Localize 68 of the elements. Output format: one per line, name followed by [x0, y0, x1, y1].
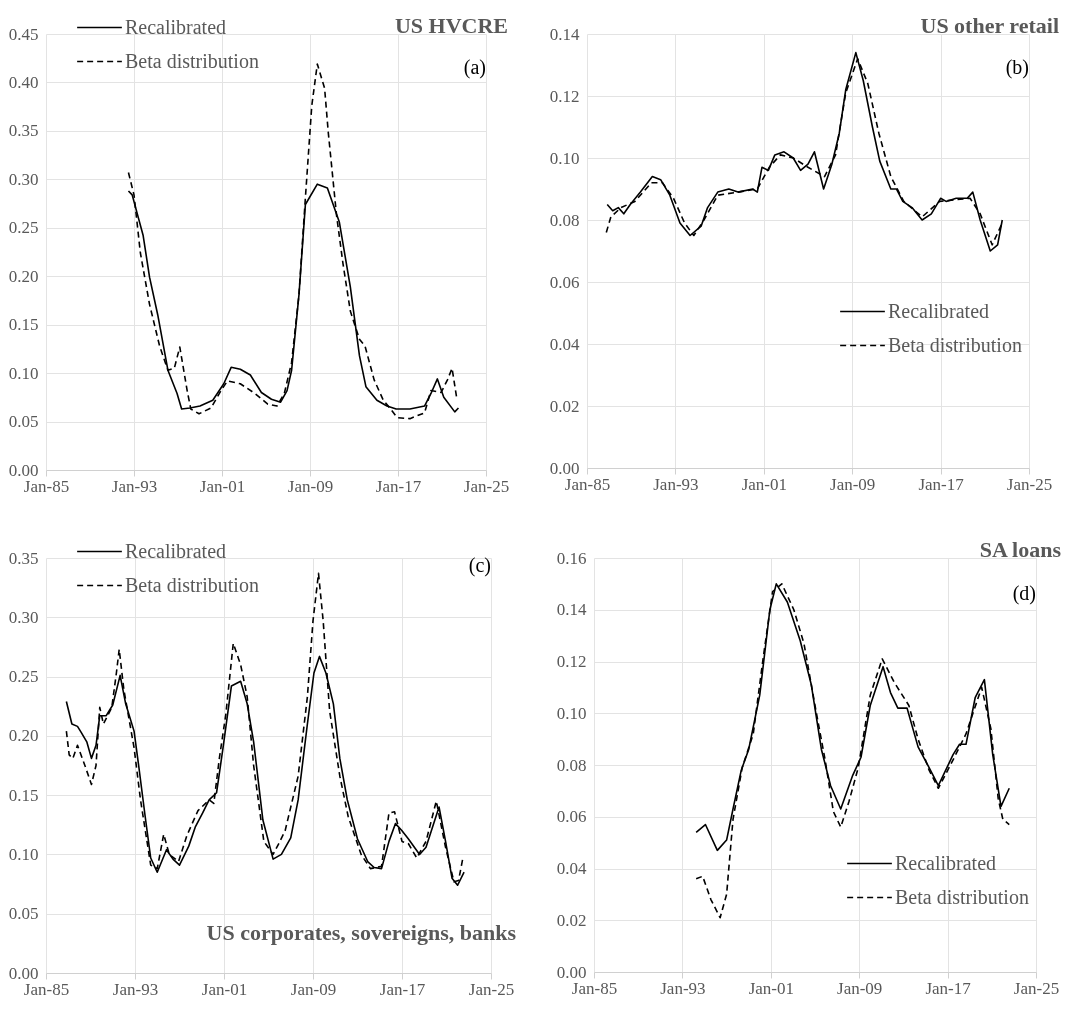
x-tick-label: Jan-09	[837, 978, 883, 998]
y-tick-label: 0.12	[549, 86, 580, 106]
y-tick-label: 0.10	[8, 363, 39, 383]
y-tick-label: 0.25	[8, 218, 39, 238]
y-tick-label: 0.35	[8, 548, 39, 568]
legend-label: Recalibrated	[895, 851, 997, 874]
x-tick-label: Jan-25	[1006, 474, 1053, 494]
legend-label: Recalibrated	[125, 15, 227, 38]
annotation: (c)	[468, 554, 491, 577]
y-tick-label: 0.25	[8, 667, 39, 687]
y-tick-label: 0.06	[549, 272, 580, 292]
x-tick-label: Jan-93	[660, 978, 706, 998]
legend-label: Recalibrated	[888, 299, 990, 322]
line-series	[65, 572, 464, 883]
y-tick-label: 0.35	[8, 121, 39, 141]
y-tick-label: 0.30	[8, 607, 39, 627]
chart-title: SA loans	[979, 537, 1062, 562]
legend-label: Beta distribution	[895, 885, 1029, 908]
legend-label: Beta distribution	[125, 49, 259, 72]
x-tick-label: Jan-25	[463, 476, 510, 496]
y-tick-label: 0.02	[549, 396, 580, 416]
x-tick-label: Jan-01	[741, 474, 787, 494]
x-tick-label: Jan-25	[468, 979, 515, 999]
annotation: (d)	[1012, 582, 1036, 605]
x-tick-label: Jan-93	[653, 474, 699, 494]
y-tick-label: 0.02	[556, 910, 587, 930]
text: US corporates, sovereigns, banks	[206, 920, 517, 945]
x-tick-label: Jan-09	[290, 979, 337, 999]
x-tick-label: Jan-09	[830, 474, 876, 494]
y-tick-label: 0.15	[8, 315, 39, 335]
x-tick-label: Jan-01	[199, 476, 246, 496]
y-tick-label: 0.10	[556, 703, 587, 723]
y-tick-label: 0.15	[8, 785, 39, 805]
chart-title: US other retail	[920, 13, 1059, 38]
y-tick-label: 0.05	[8, 904, 39, 924]
x-tick-label: Jan-17	[925, 978, 972, 998]
y-tick-label: 0.20	[8, 726, 39, 746]
y-tick-label: 0.14	[556, 600, 587, 620]
x-tick-label: Jan-17	[918, 474, 965, 494]
x-tick-label: Jan-09	[287, 476, 334, 496]
y-tick-label: 0.06	[556, 807, 587, 827]
y-tick-label: 0.45	[8, 24, 39, 44]
y-tick-label: 0.12	[556, 652, 587, 671]
y-tick-label: 0.10	[549, 148, 580, 168]
y-tick-label: 0.16	[556, 548, 587, 568]
x-tick-label: Jan-17	[379, 979, 426, 999]
x-tick-label: Jan-17	[375, 476, 422, 496]
y-tick-label: 0.40	[8, 72, 39, 92]
x-tick-label: Jan-93	[111, 476, 158, 496]
x-tick-label: Jan-25	[1013, 978, 1060, 998]
y-tick-label: 0.05	[8, 412, 39, 432]
annotation: (a)	[463, 56, 486, 79]
x-tick-label: Jan-01	[748, 978, 794, 998]
y-tick-label: 0.08	[549, 210, 580, 230]
y-tick-label: 0.14	[549, 24, 580, 44]
chart-title: US HVCRE	[394, 13, 508, 38]
y-tick-label: 0.04	[556, 859, 587, 878]
x-tick-label: Jan-01	[201, 979, 248, 999]
legend-label: Beta distribution	[888, 333, 1022, 356]
y-tick-label: 0.10	[8, 844, 39, 864]
y-tick-label: 0.30	[8, 169, 39, 189]
legend-label: Beta distribution	[125, 573, 259, 596]
legend-label: Recalibrated	[125, 539, 227, 562]
annotation: (b)	[1005, 56, 1029, 79]
y-tick-label: 0.08	[556, 755, 587, 775]
y-tick-label: 0.04	[549, 334, 580, 354]
x-tick-label: Jan-93	[112, 979, 159, 999]
y-tick-label: 0.20	[8, 266, 39, 286]
